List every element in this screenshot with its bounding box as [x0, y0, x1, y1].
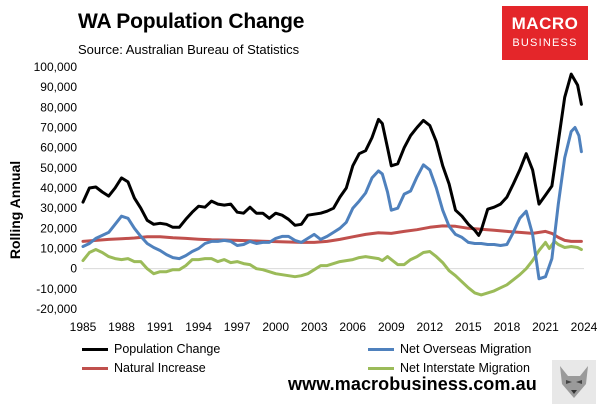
x-tick-label: 2003: [301, 320, 328, 334]
x-tick-label: 2009: [378, 320, 405, 334]
wolf-logo-icon: [552, 360, 596, 404]
x-tick-label: 1994: [185, 320, 212, 334]
y-tick-label: 10,000: [40, 242, 77, 256]
y-tick-label: 60,000: [40, 141, 77, 155]
x-tick-label: 1988: [108, 320, 135, 334]
y-tick-label: 20,000: [40, 221, 77, 235]
x-axis-ticks: 1985 1988 1991 1994 1997 2000 2003 2006 2009 2012…: [70, 320, 598, 334]
legend-item-net-overseas-migration: Net Overseas Migration: [368, 342, 531, 356]
series-lines: [81, 72, 583, 297]
x-tick-label: 1985: [70, 320, 97, 334]
legend-item-net-interstate-migration: Net Interstate Migration: [368, 361, 530, 375]
series-line-net-overseas-migration: [81, 126, 583, 281]
y-axis-ticks: 100,000 90,000 80,000 70,000 60,000 50,000 40,…: [34, 60, 78, 316]
legend-label: Natural Increase: [114, 361, 206, 375]
x-tick-label: 1991: [147, 320, 174, 334]
legend-swatch-net-overseas-migration: [368, 347, 394, 351]
x-tick-label: 2018: [494, 320, 521, 334]
legend-item-population-change: Population Change: [82, 342, 220, 356]
y-tick-label: -20,000: [36, 302, 77, 316]
x-tick-label: 2024: [571, 320, 598, 334]
legend-swatch-natural-increase: [82, 366, 108, 370]
y-axis-label: Rolling Annual: [7, 161, 23, 259]
legend-swatch-population-change: [82, 347, 108, 351]
x-tick-label: 2015: [455, 320, 482, 334]
legend-label: Net Overseas Migration: [400, 342, 532, 356]
y-tick-label: 0: [70, 262, 77, 276]
series-line-net-interstate-migration: [81, 239, 583, 297]
x-tick-label: 2012: [416, 320, 443, 334]
y-tick-label: -10,000: [36, 282, 77, 296]
y-tick-label: 90,000: [40, 80, 77, 94]
legend-item-natural-increase: Natural Increase: [82, 361, 206, 375]
macrobusiness-logo: MACRO BUSINESS: [502, 6, 588, 60]
y-tick-label: 30,000: [40, 201, 77, 215]
logo-line-macro: MACRO: [511, 14, 579, 33]
x-tick-label: 1997: [224, 320, 251, 334]
y-tick-label: 40,000: [40, 181, 77, 195]
logo-line-business: BUSINESS: [512, 37, 578, 49]
y-tick-label: 80,000: [40, 100, 77, 114]
x-tick-label: 2000: [262, 320, 289, 334]
chart-source: Source: Australian Bureau of Statistics: [78, 42, 300, 57]
y-tick-label: 100,000: [34, 60, 78, 74]
series-line-natural-increase: [81, 224, 583, 244]
chart-title: WA Population Change: [78, 10, 305, 33]
legend-label: Population Change: [114, 342, 221, 356]
y-tick-label: 70,000: [40, 121, 77, 135]
legend-swatch-net-interstate-migration: [368, 366, 394, 370]
website-url: www.macrobusiness.com.au: [288, 374, 537, 394]
y-tick-label: 50,000: [40, 161, 77, 175]
x-tick-label: 2021: [532, 320, 559, 334]
legend-label: Net Interstate Migration: [400, 361, 530, 375]
series-line-population-change: [81, 72, 583, 237]
x-tick-label: 2006: [339, 320, 366, 334]
